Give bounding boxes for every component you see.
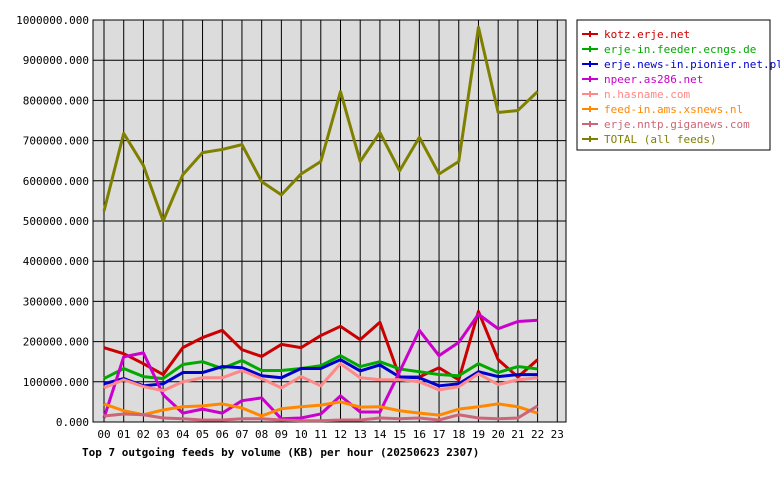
series-line [103, 362, 538, 393]
x-tick-label: 21 [511, 428, 524, 441]
x-tick-label: 17 [432, 428, 445, 441]
x-tick-label: 12 [334, 428, 347, 441]
y-tick-label: 1000000.000 [16, 14, 89, 27]
series-lines [102, 25, 539, 423]
legend-label: kotz.erje.net [604, 28, 690, 41]
x-tick-label: 08 [255, 428, 268, 441]
y-tick-label: 700000.000 [23, 135, 89, 148]
legend-box [576, 19, 771, 151]
x-tick-label: 10 [294, 428, 307, 441]
series-line [103, 354, 538, 381]
x-tick-label: 14 [373, 428, 387, 441]
y-tick-label: 400000.000 [23, 255, 89, 268]
x-tick-label: 20 [492, 428, 505, 441]
x-tick-label: 09 [275, 428, 288, 441]
legend-label: TOTAL (all feeds) [604, 133, 717, 146]
x-tick-label: 02 [137, 428, 150, 441]
x-tick-label: 16 [413, 428, 426, 441]
y-tick-label: 600000.000 [23, 175, 89, 188]
legend-label: npeer.as286.net [604, 73, 703, 86]
x-tick-label: 06 [216, 428, 229, 441]
x-tick-label: 03 [157, 428, 170, 441]
x-tick-label: 23 [551, 428, 564, 441]
y-axis-ticks: 0.000 100000.000 200000.000 300000.000 40000… [16, 14, 89, 429]
x-tick-label: 19 [472, 428, 485, 441]
legend-label: n.hasname.com [604, 88, 690, 101]
series-line [103, 358, 538, 388]
grid-lines [93, 19, 566, 423]
x-tick-label: 00 [97, 428, 110, 441]
series-line [102, 25, 539, 223]
series-line [103, 400, 539, 418]
y-tick-label: 300000.000 [23, 295, 89, 308]
y-tick-label: 900000.000 [23, 54, 89, 67]
x-tick-label: 04 [176, 428, 190, 441]
y-tick-label: 0.000 [56, 416, 89, 429]
y-tick-label: 800000.000 [23, 94, 89, 107]
y-tick-label: 500000.000 [23, 215, 89, 228]
x-tick-label: 18 [452, 428, 465, 441]
chart-title: Top 7 outgoing feeds by volume (KB) per … [82, 446, 479, 459]
y-tick-label: 200000.000 [23, 336, 89, 349]
x-tick-label: 13 [354, 428, 367, 441]
x-tick-label: 05 [196, 428, 209, 441]
legend-label: erje-in.feeder.ecngs.de [604, 43, 756, 56]
x-tick-label: 11 [314, 428, 327, 441]
x-tick-label: 22 [531, 428, 544, 441]
series-line [103, 404, 539, 423]
x-axis-ticks: 00 01 02 03 04 05 06 07 08 09 10 11 12 13 14 15 16 17 18 19… [97, 428, 564, 441]
series-line [103, 309, 539, 382]
x-tick-label: 15 [393, 428, 406, 441]
legend-label: feed-in.ams.xsnews.nl [604, 103, 743, 116]
x-tick-label: 01 [117, 428, 130, 441]
legend: kotz.erje.net erje-in.feeder.ecngs.de erje… [576, 19, 780, 151]
legend-label: erje.nntp.giganews.com [604, 118, 750, 131]
y-tick-label: 100000.000 [23, 376, 89, 389]
legend-label: erje.news-in.pionier.net.pl [604, 58, 780, 71]
x-tick-label: 07 [235, 428, 248, 441]
